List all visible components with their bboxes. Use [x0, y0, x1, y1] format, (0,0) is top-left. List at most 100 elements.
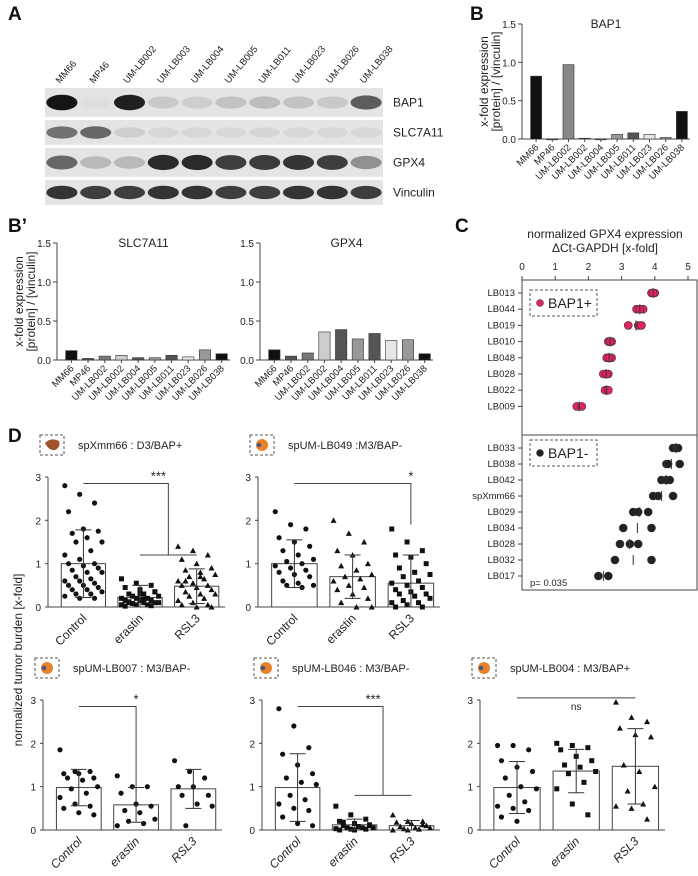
- data-point: [208, 604, 215, 610]
- data-point: [389, 600, 395, 606]
- chart-title: BAP1: [591, 17, 622, 31]
- data-point: [625, 539, 635, 549]
- blot-band: [147, 96, 179, 109]
- lane-label: UM-LB005: [223, 44, 261, 86]
- data-point: [604, 571, 613, 581]
- data-point: [76, 810, 82, 816]
- data-point: [593, 769, 599, 774]
- chart-title: GPX4: [330, 236, 362, 250]
- panel-label-d: D: [8, 426, 22, 447]
- data-point: [118, 602, 124, 608]
- data-point: [99, 589, 105, 595]
- data-point: [510, 742, 516, 749]
- data-point: [675, 459, 685, 469]
- y-tick-label: LB022: [488, 385, 515, 396]
- data-point: [533, 786, 540, 792]
- legend-label: BAP1+: [548, 295, 592, 311]
- data-point: [182, 588, 189, 595]
- y-tick-label: 0: [249, 826, 255, 837]
- data-point: [416, 600, 422, 606]
- data-point: [84, 569, 90, 575]
- data-point: [364, 595, 371, 601]
- bar: [627, 132, 640, 140]
- data-point: [77, 595, 83, 601]
- data-point: [178, 582, 185, 588]
- data-point: [175, 543, 182, 549]
- data-point: [423, 591, 429, 597]
- data-point: [152, 600, 158, 606]
- data-point: [118, 595, 124, 601]
- bar: [115, 355, 128, 361]
- data-point: [182, 578, 189, 584]
- data-point: [569, 743, 575, 748]
- data-point: [389, 811, 396, 818]
- data-point: [208, 586, 215, 593]
- y-tick-label: LB034: [488, 523, 515, 534]
- data-point: [624, 788, 631, 794]
- blot-band: [350, 95, 382, 110]
- data-point: [193, 560, 200, 567]
- blot-band: [113, 94, 146, 111]
- data-point: [99, 569, 105, 575]
- data-point: [404, 818, 411, 824]
- data-point: [284, 582, 290, 588]
- data-point: [610, 555, 620, 565]
- pupil: [41, 665, 47, 671]
- data-point: [126, 591, 132, 597]
- data-point: [389, 827, 396, 833]
- data-point: [522, 799, 528, 805]
- data-point: [340, 819, 346, 825]
- y-tick-label: 1.0: [37, 278, 51, 289]
- data-point: [419, 604, 425, 610]
- x-tick-label: RSL3: [387, 834, 418, 865]
- data-point: [88, 591, 94, 597]
- data-point: [518, 784, 524, 790]
- y-tick-label: 1.5: [240, 239, 254, 250]
- data-point: [357, 575, 364, 582]
- data-point: [84, 587, 90, 593]
- data-point: [618, 523, 628, 533]
- bar: [268, 349, 281, 361]
- pupil: [260, 665, 266, 671]
- data-point: [419, 585, 425, 590]
- data-point: [156, 600, 162, 606]
- y-tick-label: spXmm66: [472, 491, 515, 502]
- data-point: [175, 784, 181, 790]
- significance-label: ***: [365, 692, 380, 707]
- data-point: [175, 578, 182, 584]
- bar: [215, 353, 228, 361]
- panel-label-c: C: [455, 216, 469, 237]
- blot-band: [350, 127, 382, 138]
- blot-band: [113, 127, 146, 138]
- blot-band: [215, 96, 247, 109]
- y-tick-label: LB042: [488, 475, 515, 486]
- y-tick-label: LB029: [488, 507, 515, 518]
- data-point: [359, 825, 365, 831]
- icon-box: [34, 657, 60, 679]
- data-point: [141, 600, 147, 606]
- y-tick-label: LB038: [488, 459, 515, 470]
- data-point: [419, 548, 425, 554]
- bar: [676, 111, 688, 140]
- blot-band: [350, 155, 382, 170]
- data-point: [307, 543, 313, 549]
- blot-band: [46, 126, 78, 139]
- data-point: [633, 539, 643, 549]
- data-point: [604, 385, 613, 395]
- blot-band: [46, 94, 78, 111]
- data-point: [498, 758, 505, 764]
- bar: [643, 134, 656, 140]
- dot-bar-chart-D3: spUM-LB007 : M3/BAP- 0 1 2 3 Control erastin RS…: [30, 657, 222, 871]
- data-point: [623, 321, 633, 330]
- data-point: [133, 602, 139, 608]
- y-tick-label: 1.5: [502, 20, 516, 31]
- data-point: [368, 571, 375, 577]
- x-tick-label: Control: [48, 834, 85, 871]
- data-point: [205, 792, 211, 798]
- data-point: [183, 823, 189, 829]
- data-point: [189, 580, 196, 586]
- significance-bracket: [297, 706, 412, 796]
- blot-band: [215, 127, 247, 138]
- bar-chart-B: 0.0 0.5 1.0 1.5 BAP1 x-fold expression[protei…: [477, 17, 690, 182]
- protein-label: SLC7A11: [393, 126, 444, 140]
